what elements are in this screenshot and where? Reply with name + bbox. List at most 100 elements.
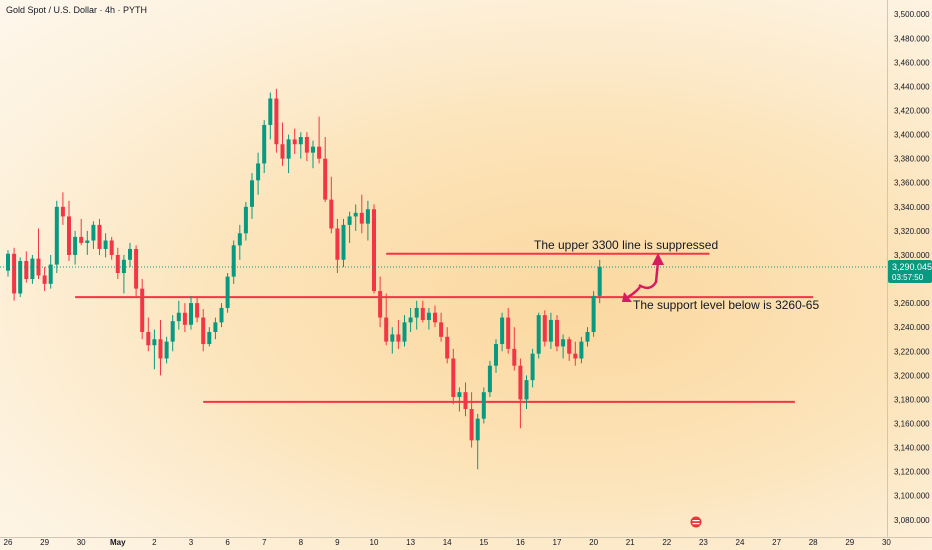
candle[interactable]: [140, 279, 145, 340]
candle[interactable]: [121, 254, 126, 294]
candle[interactable]: [6, 250, 10, 277]
candle[interactable]: [280, 122, 285, 166]
candle[interactable]: [341, 218, 346, 267]
candle[interactable]: [189, 295, 193, 330]
candle[interactable]: [24, 251, 29, 283]
candle[interactable]: [268, 92, 273, 140]
candle[interactable]: [494, 339, 498, 373]
candle[interactable]: [561, 334, 566, 359]
candle[interactable]: [152, 329, 157, 370]
candle[interactable]: [195, 297, 200, 323]
candle[interactable]: [475, 413, 480, 470]
candle[interactable]: [79, 218, 84, 246]
candle[interactable]: [451, 348, 456, 405]
candle[interactable]: [274, 88, 279, 153]
candle[interactable]: [103, 233, 108, 258]
candle[interactable]: [439, 312, 444, 342]
candle[interactable]: [304, 132, 309, 162]
candle[interactable]: [402, 315, 407, 347]
candle[interactable]: [109, 236, 114, 260]
candle[interactable]: [48, 254, 53, 289]
candle[interactable]: [176, 300, 181, 330]
candle[interactable]: [335, 218, 340, 274]
candle[interactable]: [54, 200, 59, 274]
candle[interactable]: [262, 120, 267, 174]
candle[interactable]: [378, 276, 383, 328]
candle[interactable]: [420, 300, 425, 323]
candle[interactable]: [500, 312, 505, 352]
candle[interactable]: [536, 312, 541, 359]
candle[interactable]: [481, 387, 486, 424]
candle[interactable]: [213, 317, 218, 340]
candle[interactable]: [134, 245, 139, 298]
candle[interactable]: [585, 327, 590, 347]
candle[interactable]: [469, 392, 474, 448]
candle[interactable]: [384, 293, 389, 346]
candle[interactable]: [231, 240, 236, 284]
candle[interactable]: [128, 242, 132, 267]
candle[interactable]: [487, 360, 492, 397]
candle[interactable]: [298, 132, 303, 159]
candle[interactable]: [73, 230, 78, 265]
candle[interactable]: [597, 259, 602, 304]
current-price-badge[interactable]: [888, 259, 932, 283]
candle[interactable]: [207, 327, 212, 347]
candle[interactable]: [390, 327, 395, 354]
candle[interactable]: [146, 317, 151, 352]
candle[interactable]: [219, 303, 224, 328]
candle[interactable]: [518, 358, 523, 429]
candle[interactable]: [97, 218, 102, 255]
candle[interactable]: [573, 341, 578, 366]
candle[interactable]: [530, 348, 535, 388]
candle[interactable]: [372, 204, 376, 294]
candle[interactable]: [548, 312, 553, 349]
candle[interactable]: [115, 247, 120, 280]
candle[interactable]: [60, 192, 65, 225]
candle[interactable]: [158, 319, 163, 376]
candle[interactable]: [457, 387, 462, 412]
candle[interactable]: [237, 224, 242, 260]
candle[interactable]: [542, 310, 547, 347]
candle[interactable]: [30, 254, 35, 284]
candle[interactable]: [426, 307, 431, 330]
candle[interactable]: [292, 128, 297, 154]
candle[interactable]: [433, 305, 437, 328]
candle[interactable]: [414, 300, 419, 330]
candle[interactable]: [567, 336, 572, 361]
candle[interactable]: [18, 257, 23, 298]
candle[interactable]: [243, 202, 248, 241]
candle[interactable]: [408, 307, 413, 332]
candle[interactable]: [164, 336, 169, 364]
candle[interactable]: [555, 315, 559, 352]
candle[interactable]: [85, 230, 90, 255]
candle[interactable]: [396, 319, 401, 349]
candle[interactable]: [311, 140, 315, 169]
candle[interactable]: [365, 200, 370, 241]
candle[interactable]: [579, 336, 584, 364]
candle[interactable]: [506, 307, 511, 354]
candle[interactable]: [317, 116, 322, 164]
candle[interactable]: [463, 382, 468, 417]
candle[interactable]: [67, 200, 71, 261]
candle[interactable]: [286, 134, 291, 174]
candle[interactable]: [347, 211, 352, 243]
candle[interactable]: [250, 173, 254, 219]
candle[interactable]: [512, 327, 517, 371]
candle[interactable]: [323, 137, 328, 202]
candle[interactable]: [256, 152, 261, 195]
candle[interactable]: [42, 267, 47, 292]
candle[interactable]: [225, 273, 230, 313]
candle[interactable]: [445, 327, 450, 364]
candle[interactable]: [524, 375, 529, 410]
candle[interactable]: [182, 303, 187, 332]
candle[interactable]: [36, 228, 41, 280]
candle[interactable]: [201, 309, 206, 352]
candle[interactable]: [12, 247, 17, 301]
candle[interactable]: [170, 315, 175, 352]
economic-event-icon[interactable]: [690, 516, 702, 528]
candle[interactable]: [359, 194, 364, 234]
candle[interactable]: [353, 204, 358, 231]
candle[interactable]: [591, 291, 596, 337]
candle[interactable]: [91, 221, 96, 249]
